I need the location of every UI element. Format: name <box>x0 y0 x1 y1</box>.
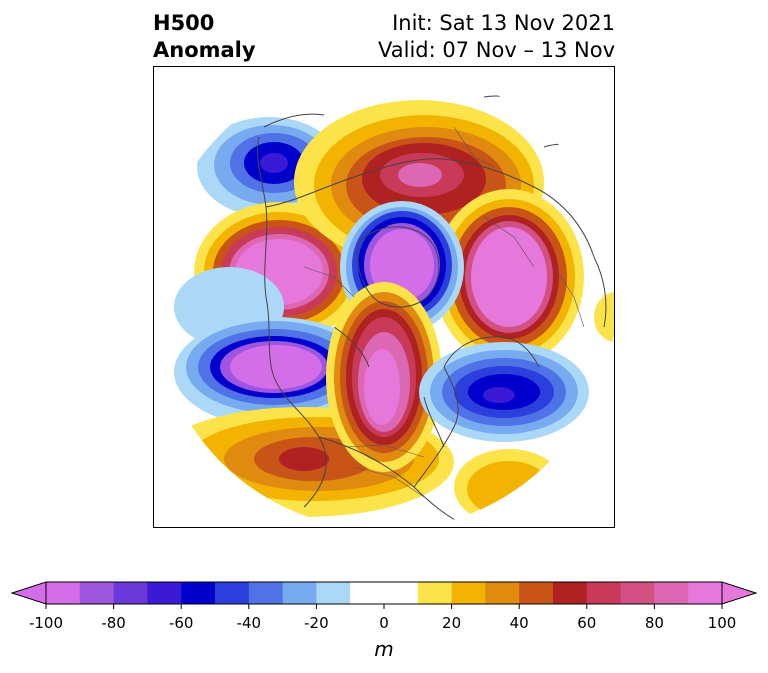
colorbar-segment <box>485 582 520 604</box>
colorbar-segment <box>46 582 81 604</box>
colorbar-tick-label: -80 <box>101 614 126 632</box>
colorbar-tick-label: 100 <box>707 614 737 632</box>
colorbar-tick-label: -40 <box>236 614 262 632</box>
colorbar-segment <box>181 582 216 604</box>
title-line-2: Anomaly <box>153 38 256 62</box>
colorbar-tick-label: -60 <box>168 614 194 632</box>
country-borders <box>303 126 585 498</box>
colorbar-segment <box>282 582 317 604</box>
anomaly-fill <box>154 95 614 527</box>
colorbar-extend-under <box>10 581 47 605</box>
colorbar-segment <box>586 582 622 604</box>
colorbar-tick-label: 60 <box>577 614 597 632</box>
colorbar-segment <box>79 582 115 604</box>
colorbar-segment <box>553 582 588 604</box>
colorbar-segment <box>688 582 723 604</box>
positive-anomaly-edge <box>594 292 614 342</box>
anomaly-map <box>154 67 614 527</box>
colorbar-segment <box>451 582 486 604</box>
colorbar <box>10 581 758 609</box>
colorbar-segment <box>519 582 554 604</box>
colorbar-tick-label: -20 <box>304 614 329 632</box>
positive-anomaly-north-america <box>326 282 442 472</box>
colorbar-segment <box>654 582 689 604</box>
colorbar-tick-label: -100 <box>28 614 64 632</box>
plot-subtitle: Init: Sat 13 Nov 2021 Valid: 07 Nov – 13… <box>378 10 615 64</box>
negative-anomaly-atlantic <box>419 342 589 442</box>
colorbar-unit-label: m <box>374 637 394 661</box>
coastlines <box>256 95 614 527</box>
init-time: Init: Sat 13 Nov 2021 <box>392 11 615 35</box>
colorbar-tick-label: 0 <box>379 614 389 632</box>
colorbar-extend-over <box>721 581 758 605</box>
title-line-1: H500 <box>153 11 215 35</box>
colorbar-tick-label: 80 <box>644 614 664 632</box>
colorbar-segment <box>316 582 351 604</box>
positive-anomaly-east <box>434 189 584 365</box>
colorbar-segment <box>248 582 284 604</box>
negative-anomaly-gulf-alaska <box>174 317 374 427</box>
map-panel <box>153 66 615 528</box>
colorbar-segment <box>215 582 250 604</box>
plot-title: H500 Anomaly <box>153 10 256 64</box>
colorbar-segment <box>417 582 453 604</box>
colorbar-segment <box>350 582 419 604</box>
colorbar-segment <box>147 582 182 604</box>
valid-period: Valid: 07 Nov – 13 Nov <box>378 38 615 62</box>
colorbar-segment <box>113 582 148 604</box>
colorbar-segment <box>620 582 655 604</box>
colorbar-tick-label: 20 <box>442 614 462 632</box>
colorbar-tick-label: 40 <box>509 614 529 632</box>
